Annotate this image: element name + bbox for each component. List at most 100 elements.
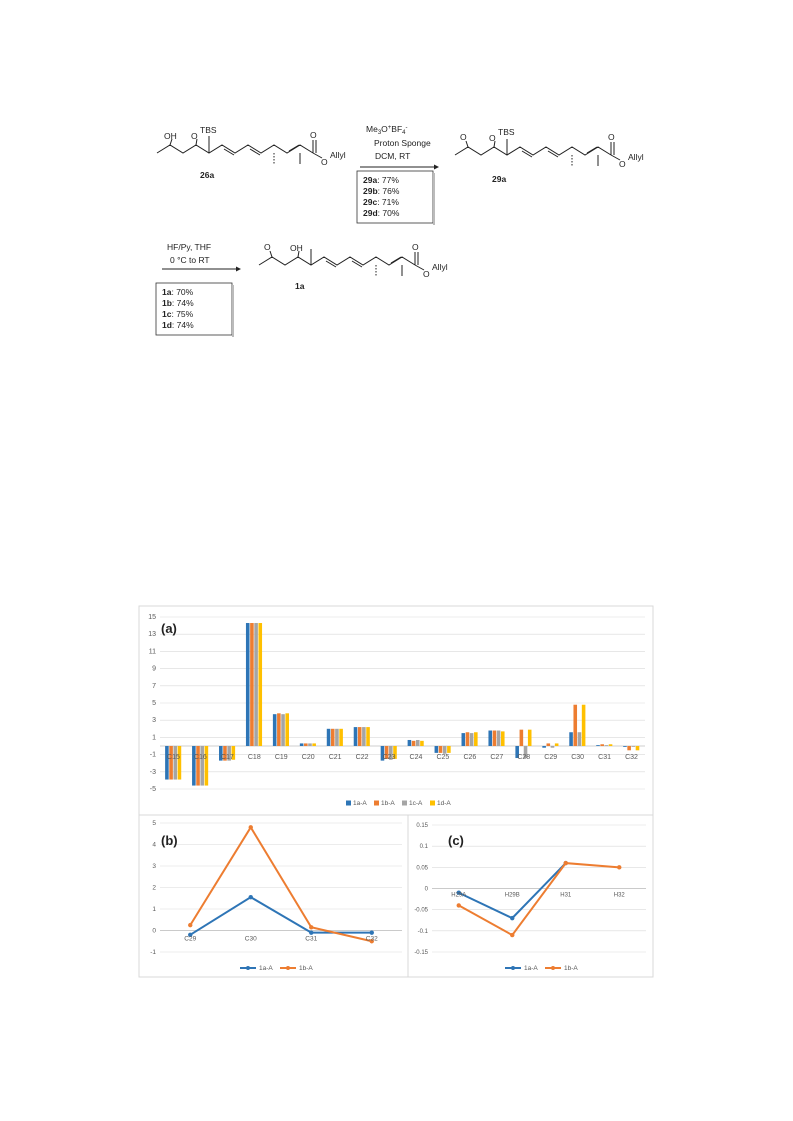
bar-1d-A-C28 bbox=[527, 729, 532, 746]
bar-1a-A-C32 bbox=[623, 746, 627, 747]
y-tick-label: 1 bbox=[152, 906, 156, 913]
point-1a-A bbox=[248, 894, 253, 900]
point-1b-A bbox=[510, 932, 515, 938]
x-category-label: C19 bbox=[275, 754, 288, 761]
point-1b-A bbox=[617, 865, 622, 870]
bar-1b-A-C29 bbox=[546, 743, 551, 746]
legend-label: 1b-A bbox=[299, 965, 313, 972]
yield-box-1-shadow bbox=[433, 173, 435, 225]
bar-1c-A-C20 bbox=[308, 743, 312, 746]
step2-yield-0: 1a: 70% bbox=[162, 287, 194, 297]
bar-1a-A-C22 bbox=[353, 727, 358, 746]
step1-reagent-3: DCM, RT bbox=[375, 151, 410, 161]
x-category-label: C32 bbox=[625, 754, 638, 761]
bar-1a-A-C20 bbox=[299, 743, 304, 746]
molecule-1a-double-bond-1 bbox=[325, 260, 337, 268]
label-29a-o: O bbox=[489, 133, 496, 143]
panel-label: (b) bbox=[161, 833, 178, 848]
bar-1b-A-C18 bbox=[250, 623, 254, 746]
bar-1a-A-C17 bbox=[219, 746, 223, 761]
molecule-26a-oh-bond bbox=[169, 138, 173, 146]
point-1a-A bbox=[369, 930, 374, 935]
legend-swatch bbox=[430, 800, 435, 806]
molecule-26a-double-bond-1 bbox=[223, 148, 235, 156]
molecule-29a-otbs-bond bbox=[493, 140, 496, 148]
label-26a-o: O bbox=[191, 131, 198, 141]
x-category-label: H29B bbox=[505, 893, 520, 899]
legend-marker bbox=[511, 966, 515, 970]
bar-1c-A-C24 bbox=[415, 739, 420, 746]
label-26a-allyl: Allyl bbox=[330, 150, 346, 160]
legend-label: 1a-A bbox=[259, 965, 273, 972]
y-tick-label: 13 bbox=[148, 631, 156, 638]
y-tick-label: -1 bbox=[150, 752, 156, 759]
label-26a-oh: OH bbox=[164, 131, 177, 141]
y-tick-label: 0 bbox=[425, 887, 429, 893]
label-26a-carbonyl-o: O bbox=[310, 130, 317, 140]
panel-label: (c) bbox=[448, 833, 464, 848]
chart-panel-b: -1 0 1 2 3 4 5 C29 C30 C31 C32 (b) 1a-A 1b-A bbox=[150, 820, 402, 972]
bar-1a-A-C19 bbox=[272, 714, 277, 746]
bar-1d-A-C17 bbox=[231, 746, 236, 760]
compound-label-26a: 26a bbox=[200, 170, 214, 180]
bar-1a-A-C27 bbox=[488, 730, 493, 746]
bar-1a-A-C16 bbox=[192, 746, 196, 786]
molecule-26a-otbs-bond bbox=[195, 138, 198, 146]
bar-1a-A-C29 bbox=[542, 746, 546, 748]
molecule-29a-ome-bond bbox=[465, 140, 469, 148]
bar-1d-A-C26 bbox=[474, 732, 478, 746]
legend-label: 1b-A bbox=[564, 965, 578, 972]
bar-1d-A-C22 bbox=[366, 727, 370, 746]
y-tick-label: 7 bbox=[152, 683, 156, 690]
molecule-1a-double-bond-3 bbox=[390, 256, 402, 264]
x-category-label: C28 bbox=[517, 754, 530, 761]
molecule-26a-double-bond-2 bbox=[249, 148, 261, 156]
y-tick-label: -3 bbox=[150, 769, 156, 776]
legend-label: 1b-A bbox=[381, 800, 395, 807]
yield-box-2 bbox=[155, 282, 233, 336]
label-1a-oh: OH bbox=[290, 243, 303, 253]
point-1b-A bbox=[248, 825, 253, 830]
y-tick-label: -0.15 bbox=[414, 950, 428, 956]
step2-reagent-2: 0 °C to RT bbox=[170, 255, 210, 265]
line-1b-A bbox=[458, 862, 620, 937]
bar-1d-A-C25 bbox=[447, 746, 451, 753]
bar-1b-A-C16 bbox=[196, 746, 200, 786]
bar-1a-A-C30 bbox=[569, 732, 573, 746]
bar-1d-A-C16 bbox=[204, 746, 209, 786]
reaction-arrowhead-1 bbox=[434, 164, 439, 170]
point-1b-A bbox=[456, 903, 461, 908]
legend-swatch bbox=[402, 800, 407, 806]
molecule-29a-double-bond-1 bbox=[521, 150, 533, 158]
x-category-label: H29A bbox=[451, 893, 466, 899]
bar-1b-A-C25 bbox=[438, 746, 443, 753]
y-tick-label: 0.1 bbox=[420, 844, 429, 850]
y-tick-label: 5 bbox=[152, 700, 156, 707]
bar-1d-A-C18 bbox=[258, 623, 263, 746]
bar-1b-A-C15 bbox=[169, 746, 173, 780]
x-category-label: C30 bbox=[245, 936, 257, 943]
bar-1d-A-C29 bbox=[554, 743, 559, 746]
point-1b-A bbox=[309, 925, 314, 930]
molecule-1a-backbone bbox=[258, 256, 416, 266]
bar-1d-A-C30 bbox=[581, 704, 586, 746]
bar-1d-A-C20 bbox=[312, 743, 316, 746]
x-category-label: C31 bbox=[305, 936, 317, 943]
x-category-label: C23 bbox=[383, 754, 396, 761]
step1-yield-2: 29c: 71% bbox=[363, 197, 399, 207]
label-26a-ester-o: O bbox=[321, 157, 328, 167]
bar-1d-A-C24 bbox=[420, 740, 424, 746]
legend-marker bbox=[551, 966, 555, 970]
yield-box-1 bbox=[356, 170, 434, 224]
bar-1d-A-C27 bbox=[500, 731, 505, 746]
bar-1a-A-C26 bbox=[461, 733, 466, 746]
y-tick-label: 3 bbox=[152, 863, 156, 870]
bar-1c-A-C23 bbox=[389, 746, 393, 760]
y-tick-label: 0 bbox=[152, 928, 156, 935]
line-1b-A bbox=[189, 825, 372, 943]
y-tick-label: 9 bbox=[152, 666, 156, 673]
step2-yield-3: 1d: 74% bbox=[162, 320, 194, 330]
x-category-label: C29 bbox=[544, 754, 557, 761]
bar-1a-A-C25 bbox=[434, 746, 439, 753]
